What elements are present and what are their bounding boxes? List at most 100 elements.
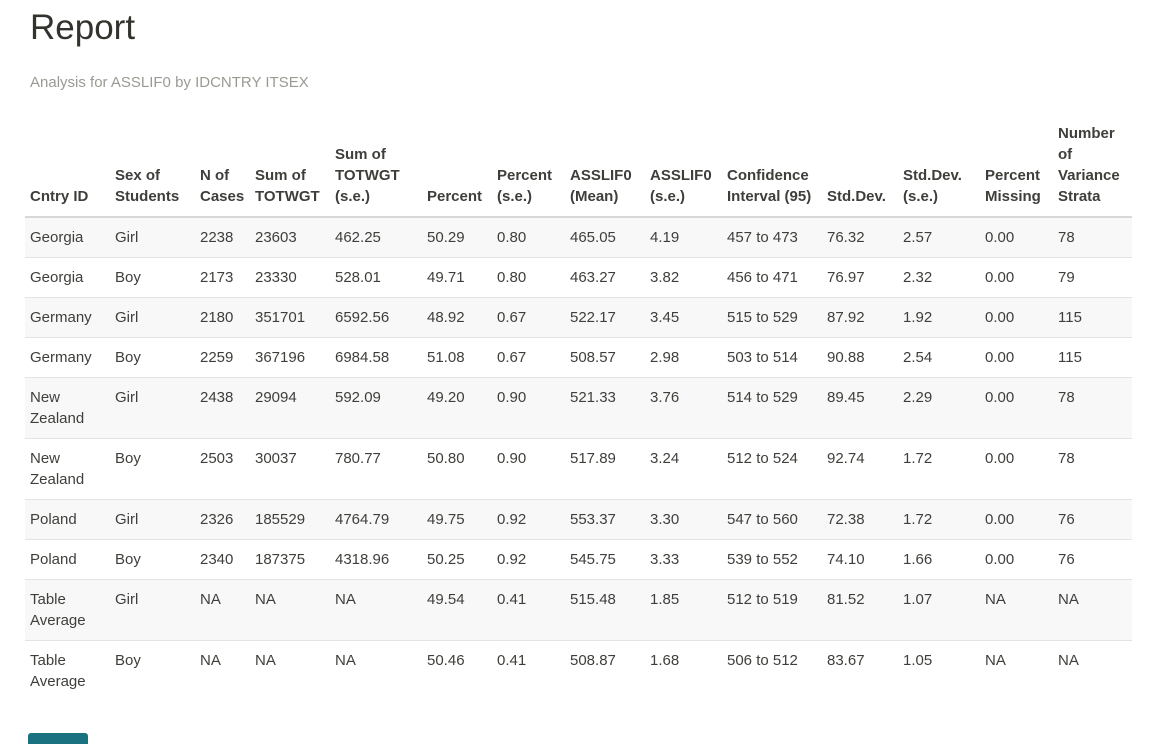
table-cell: 81.52 <box>822 578 898 641</box>
table-cell: 2.32 <box>898 256 980 298</box>
table-cell: 79 <box>1053 256 1132 298</box>
table-cell: Germany <box>25 336 110 378</box>
table-cell: 29094 <box>250 376 330 439</box>
table-cell: 0.00 <box>980 256 1053 298</box>
column-header: Percent (s.e.) <box>492 113 565 218</box>
table-cell: NA <box>1053 578 1132 641</box>
table-cell: 51.08 <box>422 336 492 378</box>
table-cell: Girl <box>115 228 139 246</box>
table-cell: Boy <box>110 639 195 701</box>
table-cell: 74.10 <box>822 538 898 580</box>
table-row: Table Average Girl NA NA NA 49.54 0.41 515.48 1.… <box>25 578 1132 641</box>
table-cell: 49.20 <box>422 376 492 439</box>
table-cell: 547 to 560 <box>722 498 822 540</box>
table-row: Georgia Boy 2173 23330 528.01 49.71 0.80 463.27… <box>25 256 1132 298</box>
table-cell: 3.76 <box>645 376 722 439</box>
table-cell: 0.80 <box>497 228 527 246</box>
table-cell: Boy <box>110 538 195 580</box>
table-cell: 1.68 <box>645 639 722 701</box>
table-cell: 3.30 <box>645 498 722 540</box>
table-cell: NA <box>330 578 422 641</box>
table-cell: 515 to 529 <box>722 296 822 338</box>
bottom-partial-button[interactable] <box>28 733 88 744</box>
table-row: Poland Girl 2326 185529 4764.79 49.75 0.92 553.… <box>25 498 1132 540</box>
table-cell: 0.00 <box>980 437 1053 500</box>
table-cell: 76.97 <box>822 256 898 298</box>
table-cell: 3.82 <box>645 256 722 298</box>
table-cell: 1.05 <box>898 639 980 701</box>
table-cell: 1.66 <box>898 538 980 580</box>
table-cell: 517.89 <box>565 437 645 500</box>
column-header: N of Cases <box>195 113 250 218</box>
table-row: Table Average Boy NA NA NA 50.46 0.41 508.87 1.6… <box>25 639 1132 701</box>
table-cell: 462.25 <box>335 228 381 246</box>
column-header: Confidence Interval (95) <box>722 113 822 218</box>
table-cell: 456 to 471 <box>722 256 822 298</box>
table-cell: 508.87 <box>565 639 645 701</box>
column-header: ASSLIF0 (Mean) <box>565 113 645 218</box>
table-cell: 6592.56 <box>330 296 422 338</box>
table-cell: New Zealand <box>25 437 110 500</box>
table-cell: NA <box>195 578 250 641</box>
table-cell: Georgia <box>30 228 84 246</box>
table-cell: NA <box>250 578 330 641</box>
table-cell: Girl <box>110 296 195 338</box>
table-row: Georgia Girl 2238 23603 462.25 50.29 0.80 465.0… <box>25 216 1132 258</box>
table-cell: 506 to 512 <box>722 639 822 701</box>
table-cell: 115 <box>1053 336 1132 378</box>
table-cell: 545.75 <box>565 538 645 580</box>
table-cell: 0.00 <box>980 538 1053 580</box>
table-cell: 463.27 <box>565 256 645 298</box>
table-cell: 2259 <box>195 336 250 378</box>
page-title: Report <box>30 8 136 47</box>
table-cell: 351701 <box>250 296 330 338</box>
table-cell: 1.07 <box>898 578 980 641</box>
table-cell: 0.41 <box>492 578 565 641</box>
table-cell: 1.85 <box>645 578 722 641</box>
table-cell: 49.71 <box>422 256 492 298</box>
table-cell: 0.90 <box>492 376 565 439</box>
table-cell: Table Average <box>25 639 110 701</box>
table-cell: 2238 <box>200 228 234 246</box>
table-row: New Zealand Girl 2438 29094 592.09 49.20 0.90 5… <box>25 376 1132 439</box>
table-cell: 508.57 <box>565 336 645 378</box>
table-cell: 76.32 <box>827 228 865 246</box>
table-row: Germany Boy 2259 367196 6984.58 51.08 0.67 508.… <box>25 336 1132 378</box>
table-cell: 3.33 <box>645 538 722 580</box>
table-cell: Girl <box>110 376 195 439</box>
table-cell: Girl <box>110 578 195 641</box>
table-cell: 2438 <box>195 376 250 439</box>
table-body: Georgia Girl 2238 23603 462.25 50.29 0.80 465.0… <box>25 216 1132 701</box>
table-cell: 76 <box>1053 538 1132 580</box>
table-cell: 528.01 <box>330 256 422 298</box>
table-cell: 3.24 <box>645 437 722 500</box>
table-cell: 76 <box>1053 498 1132 540</box>
table-header-row: Cntry ID Sex of Students N of Cases Sum of … <box>25 113 1132 218</box>
table-cell: 92.74 <box>822 437 898 500</box>
table-cell: 2340 <box>195 538 250 580</box>
table-cell: 0.67 <box>492 336 565 378</box>
table-cell: Germany <box>25 296 110 338</box>
table-cell: NA <box>195 639 250 701</box>
table-cell: 115 <box>1053 296 1132 338</box>
table-cell: 367196 <box>250 336 330 378</box>
table-cell: 2.54 <box>898 336 980 378</box>
table-cell: 0.41 <box>492 639 565 701</box>
table-cell: 1.72 <box>898 437 980 500</box>
table-row: Germany Girl 2180 351701 6592.56 48.92 0.67 522… <box>25 296 1132 338</box>
table-cell: Girl <box>110 498 195 540</box>
table-cell: 78 <box>1058 228 1075 246</box>
report-page: Report Analysis for ASSLIF0 by IDCNTRY I… <box>0 6 1162 744</box>
table-cell: 78 <box>1053 376 1132 439</box>
table-cell: Poland <box>25 538 110 580</box>
table-cell: 0.92 <box>492 538 565 580</box>
column-header: Sum of TOTWGT <box>250 113 330 218</box>
table-cell: NA <box>980 578 1053 641</box>
table-cell: 83.67 <box>822 639 898 701</box>
table-cell: 50.25 <box>422 538 492 580</box>
table-cell: 4764.79 <box>330 498 422 540</box>
table-cell: 780.77 <box>330 437 422 500</box>
column-header: Percent <box>422 113 492 218</box>
column-header: Cntry ID <box>25 113 110 218</box>
table-row: Poland Boy 2340 187375 4318.96 50.25 0.92 545.7… <box>25 538 1132 580</box>
